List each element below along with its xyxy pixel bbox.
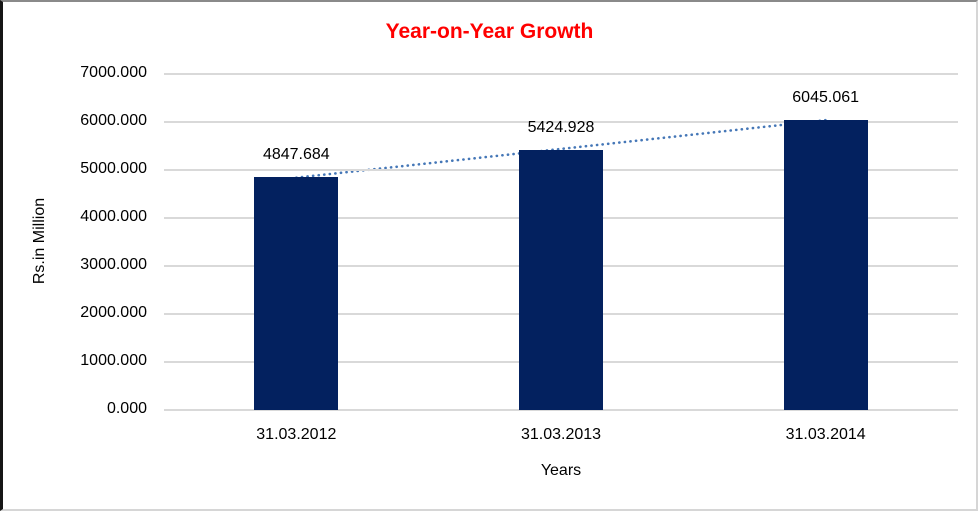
- x-tick-label: 31.03.2014: [785, 426, 866, 443]
- bar-value-label: 4847.684: [262, 146, 330, 164]
- y-tick-label: 5000.000: [80, 160, 147, 177]
- x-axis-title: Years: [540, 462, 582, 479]
- y-tick-label: 3000.000: [80, 256, 147, 273]
- y-tick-label: 6000.000: [80, 112, 147, 129]
- y-tick-label: 2000.000: [80, 304, 147, 321]
- gridline: [164, 121, 958, 123]
- y-tick-label: 0.000: [106, 400, 147, 417]
- x-tick-label: 31.03.2012: [256, 426, 337, 443]
- bar[interactable]: [519, 149, 603, 410]
- gridline: [164, 73, 958, 75]
- bar[interactable]: [254, 177, 339, 410]
- y-tick-label: 4000.000: [80, 208, 147, 225]
- y-axis-title: Rs.in Million: [31, 197, 48, 285]
- y-tick-label: 7000.000: [80, 64, 147, 81]
- bar-value-label: 5424.928: [527, 118, 595, 136]
- x-tick-label: 31.03.2013: [520, 426, 602, 443]
- chart-title: Year-on-Year Growth: [385, 20, 594, 43]
- y-tick-label: 1000.000: [80, 352, 147, 369]
- gridline: [164, 409, 958, 411]
- bar-value-label: 6045.061: [792, 88, 860, 106]
- bar[interactable]: [783, 119, 868, 410]
